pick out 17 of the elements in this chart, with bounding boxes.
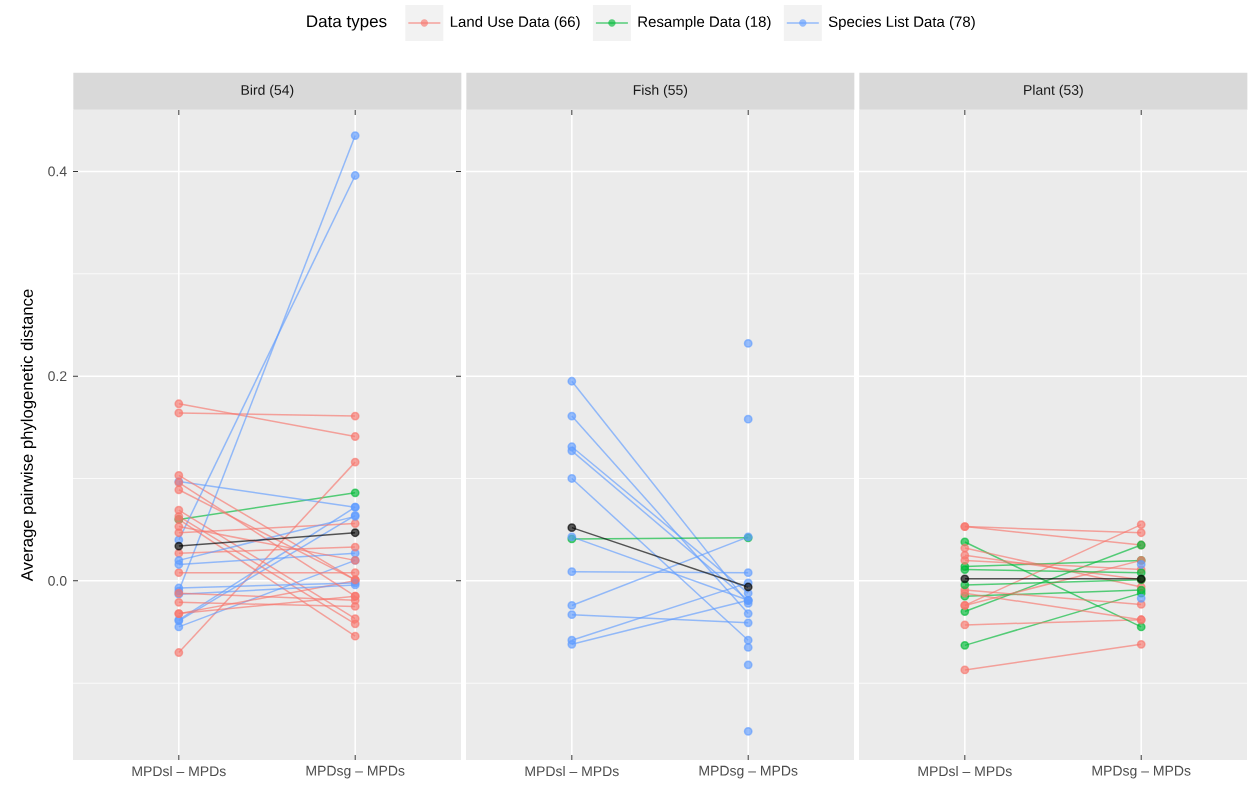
y-tick-label: 0.4 [48, 166, 67, 177]
x-tick-label: MPDsg – MPDs [1092, 765, 1191, 779]
legend-title: Data types [307, 15, 387, 31]
legend-label: Species List Data (78) [828, 15, 975, 30]
chart-title: Plant (53) [1024, 84, 1083, 98]
y-tick-label: 0.0 [48, 575, 67, 586]
chart-title: Bird (54) [241, 84, 294, 98]
x-tick-label: MPDsg – MPDs [306, 765, 405, 779]
x-tick-label: MPDsl – MPDs [132, 765, 226, 777]
y-axis-title: Average pairwise phylogenetic distance [20, 289, 37, 582]
y-tick-label: 0.2 [48, 371, 67, 382]
legend-label: Resample Data (18) [638, 15, 771, 30]
x-tick-label: MPDsl – MPDs [918, 765, 1012, 777]
legend-label: Land Use Data (66) [450, 16, 580, 30]
chart-title: Fish (55) [633, 84, 688, 98]
x-tick-label: MPDsl – MPDs [525, 765, 619, 777]
x-tick-label: MPDsg – MPDs [699, 765, 798, 779]
